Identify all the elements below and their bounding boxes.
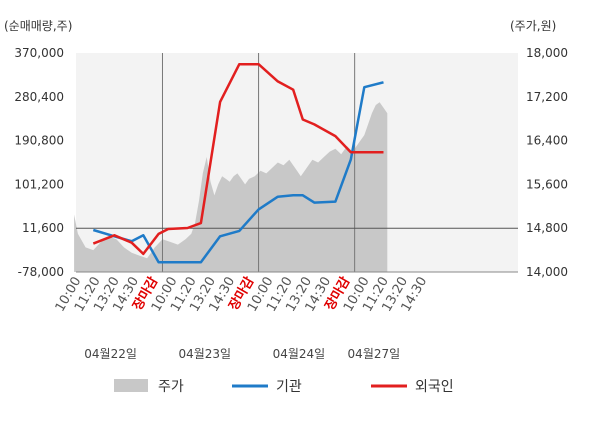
legend-swatch-area xyxy=(114,379,148,392)
left-tick-label: 370,000 xyxy=(14,46,64,60)
right-tick-label: 15,600 xyxy=(526,177,568,191)
legend-label: 주가 xyxy=(158,379,184,395)
date-label: 04월24일 xyxy=(273,347,326,361)
right-tick-label: 14,000 xyxy=(526,265,568,279)
price-area xyxy=(74,102,388,272)
series-line xyxy=(92,81,384,264)
legend: 주가 기관 외국인 xyxy=(114,379,454,395)
series-line xyxy=(92,62,384,256)
legend-label: 기관 xyxy=(276,379,302,395)
right-axis-unit: (주가,원) xyxy=(510,19,556,33)
date-label: 04월23일 xyxy=(178,347,231,361)
price-area-layer xyxy=(74,102,388,272)
right-axis-ticks: 18,000 17,200 16,400 15,600 14,800 14,000 xyxy=(526,46,568,279)
right-tick-label: 17,200 xyxy=(526,90,568,104)
x-axis-date-labels: 04월22일 04월23일 04월24일 04월27일 xyxy=(84,347,400,361)
separator-layer xyxy=(76,53,518,273)
right-tick-label: 16,400 xyxy=(526,134,568,148)
left-tick-label: -78,000 xyxy=(18,265,64,279)
right-tick-label: 18,000 xyxy=(526,46,568,60)
x-axis-ticks: 10:0011:2013:2014:30장마감10:0011:2013:2014… xyxy=(53,274,431,314)
left-axis-unit: (순매매량,주) xyxy=(4,19,72,33)
left-tick-label: 190,800 xyxy=(14,134,64,148)
left-tick-label: 280,400 xyxy=(14,90,64,104)
legend-item: 기관 xyxy=(232,379,302,395)
legend-item: 외국인 xyxy=(371,379,454,395)
right-tick-label: 14,800 xyxy=(526,221,568,235)
date-label: 04월22일 xyxy=(84,347,137,361)
legend-item: 주가 xyxy=(114,379,184,395)
date-label: 04월27일 xyxy=(348,347,401,361)
left-tick-label: 101,200 xyxy=(14,177,64,191)
left-axis-ticks: 370,000 280,400 190,800 101,200 11,600 -78,00… xyxy=(14,46,64,279)
series-line-layer xyxy=(92,62,384,264)
legend-label: 외국인 xyxy=(415,379,454,395)
left-tick-label: 11,600 xyxy=(22,221,64,235)
